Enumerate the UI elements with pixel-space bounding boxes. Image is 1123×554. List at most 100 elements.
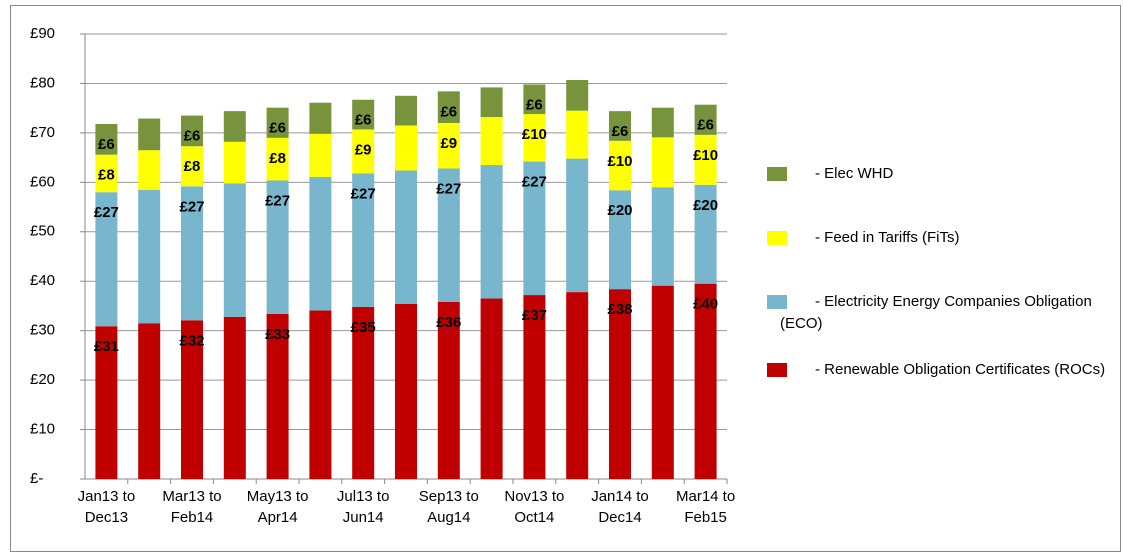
data-label: £6 — [526, 96, 543, 113]
data-label: £37 — [522, 307, 547, 324]
data-label: £9 — [355, 141, 372, 158]
data-label: £31 — [94, 338, 119, 355]
bar-segment — [352, 173, 375, 307]
legend-label: - Elec WHD — [815, 165, 894, 182]
data-label: £27 — [179, 198, 204, 215]
legend-swatch — [767, 363, 787, 377]
bar-segment — [352, 129, 375, 174]
bar-segment — [309, 102, 332, 134]
x-tick-label: Jan13 to Dec13 — [77, 488, 136, 526]
data-label: £8 — [184, 158, 201, 175]
bar-segment — [651, 137, 674, 188]
bar-segment — [266, 107, 289, 138]
bar-segment — [395, 303, 417, 479]
bar-segment — [651, 285, 674, 479]
bar-segment — [95, 192, 118, 327]
data-label: £6 — [612, 123, 629, 140]
bar-segment — [694, 283, 717, 479]
bar-segment — [181, 115, 203, 147]
bar-segment — [566, 110, 589, 159]
data-label: £8 — [269, 150, 286, 167]
y-tick-label: £80 — [30, 74, 55, 91]
legend-entry: - Elec WHD — [767, 163, 1120, 185]
bar-segment — [309, 133, 332, 177]
legend-swatch — [767, 167, 787, 181]
legend-entry: - Renewable Obligation Certificates (ROC… — [767, 359, 1120, 381]
x-tick-label: Mar13 to Feb14 — [162, 488, 222, 526]
legend-swatch — [767, 295, 787, 309]
y-tick-label: £60 — [30, 173, 55, 190]
bar-segment — [395, 95, 417, 126]
bar-segment — [566, 79, 589, 111]
bar-segment — [138, 323, 161, 479]
legend-label: - Feed in Tariffs (FiTs) — [815, 229, 960, 246]
data-label: £6 — [184, 128, 201, 145]
y-tick-label: £70 — [30, 124, 55, 141]
bar-segment — [95, 123, 118, 155]
data-label: £6 — [355, 112, 372, 129]
bar-segment — [223, 141, 246, 184]
data-label: £8 — [98, 167, 115, 184]
data-label: £6 — [440, 103, 457, 120]
bar-segment — [694, 184, 717, 284]
data-label: £38 — [607, 301, 632, 318]
bar-segment — [309, 310, 332, 479]
y-tick-label: £90 — [30, 25, 55, 42]
y-tick-label: £10 — [30, 421, 55, 438]
bar-segment — [480, 117, 503, 166]
data-label: £10 — [607, 153, 632, 170]
bar-segment — [609, 289, 631, 479]
data-label: £9 — [440, 135, 457, 152]
legend-swatch — [767, 231, 787, 245]
bar-segment — [95, 326, 118, 479]
data-label: £36 — [436, 314, 461, 331]
bar-segment — [223, 316, 246, 479]
data-label: £20 — [693, 197, 718, 214]
bar-segment — [352, 99, 375, 130]
data-label: £10 — [522, 126, 547, 143]
bar-segment — [309, 176, 332, 311]
bar-segment — [138, 189, 161, 324]
data-label: £33 — [265, 326, 290, 343]
data-label: £6 — [697, 117, 714, 134]
bar-segment — [266, 313, 289, 479]
data-label: £27 — [436, 180, 461, 197]
bar-segment — [651, 187, 674, 286]
x-tick-label: Jul13 to Jun14 — [336, 488, 390, 526]
bar-segment — [694, 104, 717, 135]
bar-segment — [566, 292, 589, 479]
bar-segment — [95, 154, 118, 193]
bar-segment — [223, 111, 246, 142]
bar-segment — [480, 165, 503, 299]
bar-segment — [437, 301, 460, 479]
bar-segment — [523, 161, 546, 296]
data-label: £6 — [269, 120, 286, 137]
x-tick-label: Jan14 to Dec14 — [591, 488, 649, 526]
data-label: £40 — [693, 296, 718, 313]
bar-segment — [651, 107, 674, 138]
y-tick-label: £40 — [30, 272, 55, 289]
bar-segment — [694, 134, 717, 185]
bar-segment — [480, 298, 503, 479]
bar-segment — [609, 111, 631, 141]
x-tick-label: Mar14 to Feb15 — [675, 488, 736, 526]
bar-segment — [395, 125, 417, 171]
chart-frame — [10, 5, 1121, 552]
legend-entry: - Electricity Energy Companies Obligatio… — [767, 291, 1120, 335]
data-label: £27 — [265, 192, 290, 209]
bar-segment — [181, 320, 203, 479]
data-label: £32 — [179, 332, 204, 349]
bar-segment — [395, 170, 417, 304]
bar-segment — [138, 150, 161, 190]
bar-segment — [609, 190, 631, 290]
bar-segment — [523, 84, 546, 115]
data-label: £27 — [522, 174, 547, 191]
bar-segment — [566, 158, 589, 293]
data-label: £20 — [607, 202, 632, 219]
bar-segment — [609, 140, 631, 191]
bar-segment — [223, 183, 246, 317]
legend-entry: - Feed in Tariffs (FiTs) — [767, 227, 1120, 249]
bar-segment — [480, 87, 503, 118]
